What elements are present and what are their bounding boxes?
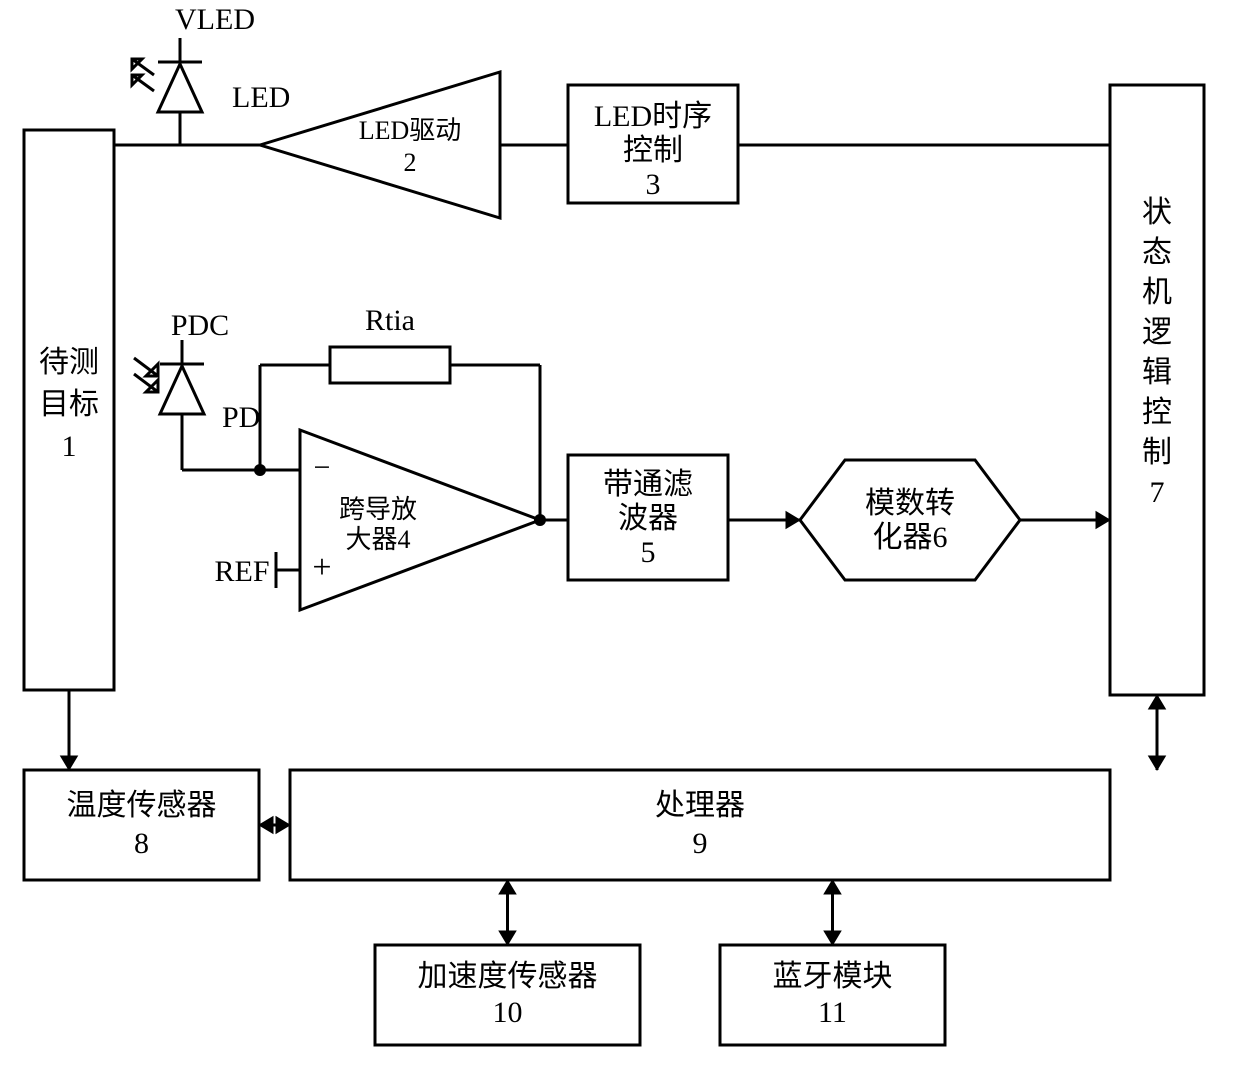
- target-label-l1: 目标: [39, 388, 99, 421]
- bpf-label-l0: 带通滤: [603, 468, 693, 501]
- ref-label: REF: [214, 555, 269, 588]
- tia-label-l1: 大器4: [345, 525, 410, 554]
- tia-minus: −: [314, 451, 331, 484]
- adc-label-l0: 模数转: [865, 487, 955, 520]
- fsm-label-l6: 制: [1142, 436, 1172, 469]
- led-seq-label-l2: 3: [646, 168, 661, 201]
- proc-label-l0: 处理器: [655, 789, 745, 822]
- fsm-label-l7: 7: [1150, 476, 1165, 509]
- led-seq-label-l1: 控制: [623, 134, 683, 167]
- led-seq-label-l0: LED时序: [594, 100, 712, 133]
- led-label: LED: [232, 81, 290, 114]
- rtia: [330, 347, 450, 383]
- target-label-l2: 1: [62, 430, 77, 463]
- pd-label: PD: [222, 401, 260, 434]
- accel-label-l1: 10: [493, 996, 523, 1029]
- fsm-label-l3: 逻: [1142, 316, 1172, 349]
- led-drv-label-l1: 2: [404, 148, 417, 177]
- rtia-label: Rtia: [365, 304, 415, 337]
- vled-label: VLED: [175, 3, 255, 36]
- target-label-l0: 待测: [39, 346, 99, 379]
- temp-block: [24, 770, 259, 880]
- fsm-label-l2: 机: [1142, 276, 1172, 309]
- bpf-label-l1: 波器: [618, 502, 678, 535]
- led-drv-label-l0: LED驱动: [359, 116, 462, 145]
- fsm-label-l5: 控: [1142, 396, 1172, 429]
- bt-label-l1: 11: [818, 996, 847, 1029]
- fsm-label-l1: 态: [1142, 236, 1172, 269]
- fsm-label-l0: 状: [1142, 196, 1172, 229]
- adc-label-l1: 化器6: [873, 521, 948, 554]
- proc-block: [290, 770, 1110, 880]
- bpf-label-l2: 5: [641, 536, 656, 569]
- accel-label-l0: 加速度传感器: [418, 960, 598, 993]
- fsm-label-l4: 辑: [1142, 356, 1172, 389]
- bt-label-l0: 蓝牙模块: [773, 960, 893, 993]
- temp-label-l0: 温度传感器: [67, 789, 217, 822]
- proc-label-l1: 9: [693, 827, 708, 860]
- pdc-label: PDC: [171, 309, 229, 342]
- temp-label-l1: 8: [134, 827, 149, 860]
- tia-plus: +: [312, 549, 331, 586]
- fsm-block: [1110, 85, 1204, 695]
- tia-label-l0: 跨导放: [339, 495, 417, 524]
